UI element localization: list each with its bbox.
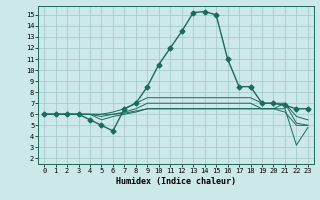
X-axis label: Humidex (Indice chaleur): Humidex (Indice chaleur) <box>116 177 236 186</box>
